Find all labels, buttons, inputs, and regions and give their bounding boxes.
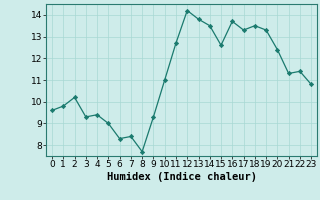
X-axis label: Humidex (Indice chaleur): Humidex (Indice chaleur)	[107, 172, 257, 182]
